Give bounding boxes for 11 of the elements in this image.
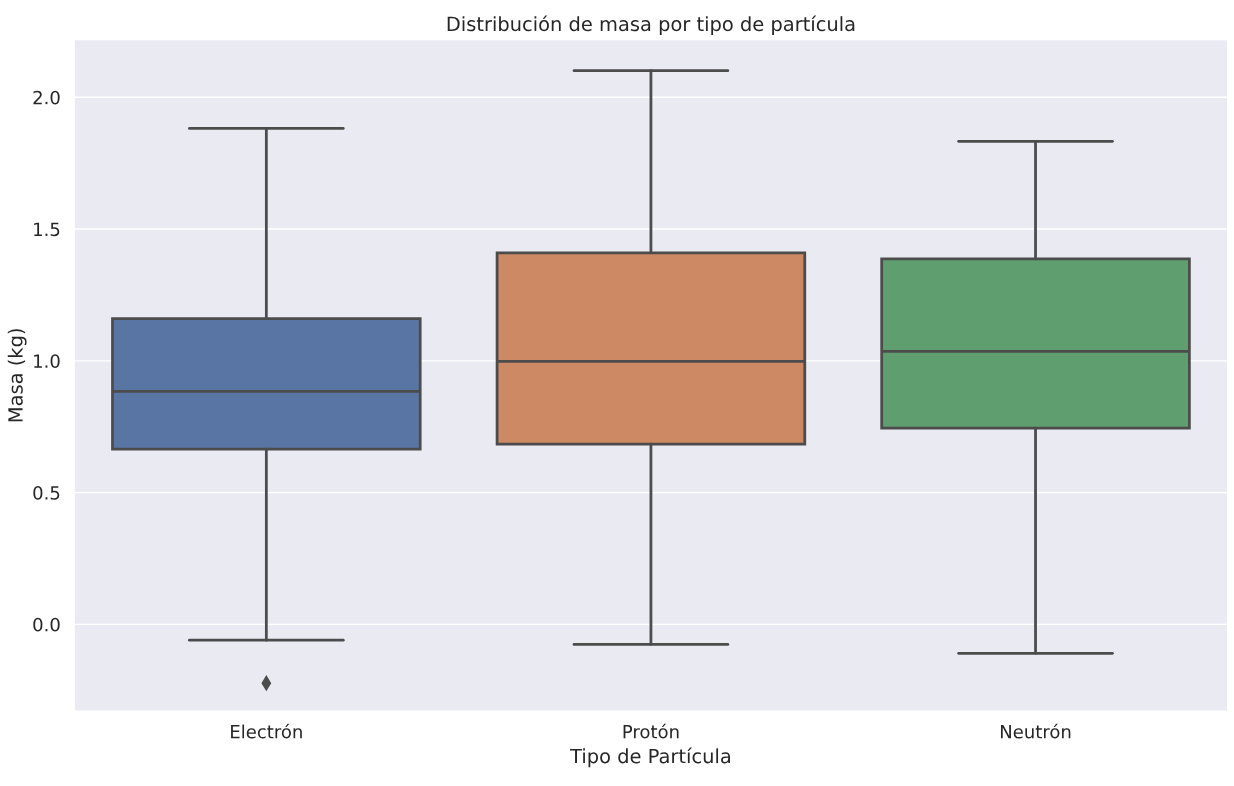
x-tick-label: Neutrón <box>1000 723 1071 739</box>
x-tick-label: Protón <box>623 723 679 739</box>
y-tick-label: 0.5 <box>33 486 60 500</box>
y-tick-label: 1.5 <box>34 222 60 237</box>
y-tick-label: 2.0 <box>33 90 60 105</box>
y-tick-label: 0.0 <box>33 617 60 632</box>
y-axis-title: Masa (kg) <box>7 329 27 422</box>
x-axis-title: Tipo de Partícula <box>570 747 731 768</box>
chart-title: Distribución de masa por tipo de partícula <box>447 15 855 36</box>
x-tick-label: Electrón <box>231 723 302 739</box>
y-tick-label: 1.0 <box>34 354 60 368</box>
